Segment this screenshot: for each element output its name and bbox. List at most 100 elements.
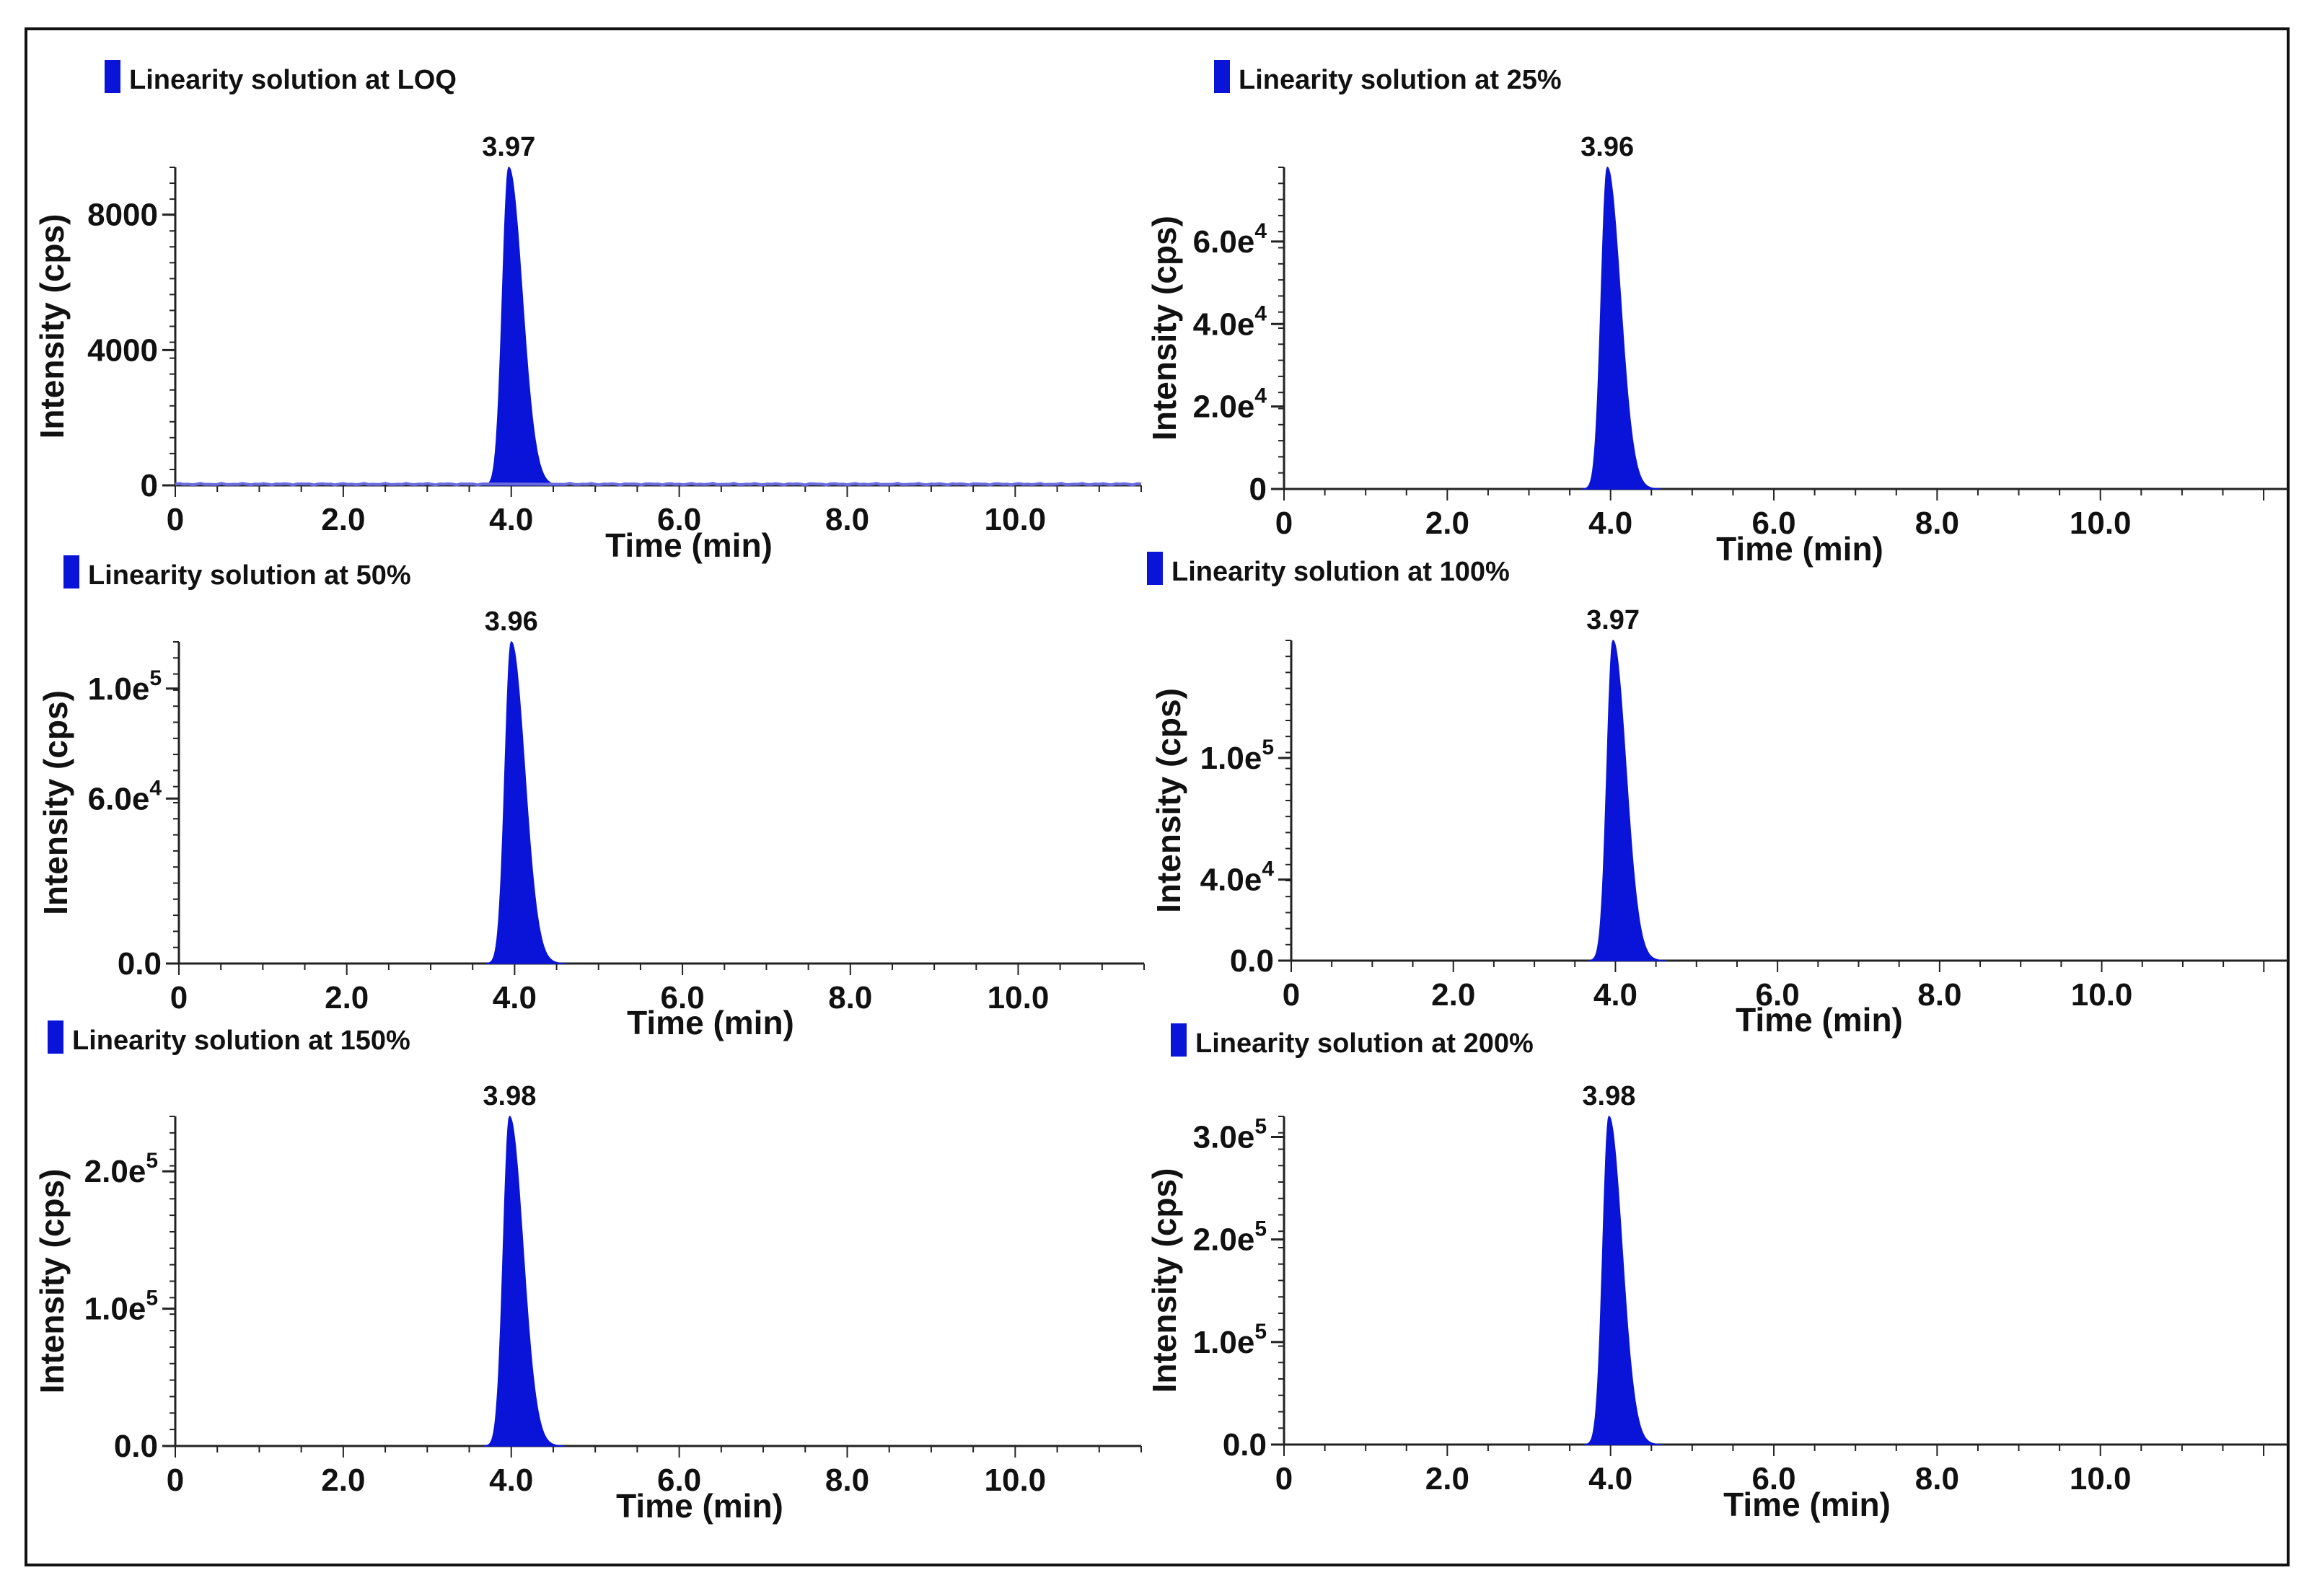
y-tick-label: 0.0	[118, 946, 162, 982]
panel-title: Linearity solution at 25%	[1239, 65, 1562, 95]
legend-swatch	[63, 555, 79, 588]
chromatogram-panel-5: Linearity solution at 150% 0 2.0 4.0 6.0 8.0 1…	[33, 1020, 1142, 1525]
x-tick-label: 8.0	[1917, 977, 1961, 1013]
x-tick-label: 0	[1275, 1461, 1293, 1496]
y-axis-title: Intensity (cps)	[1146, 216, 1183, 441]
x-tick-label: 6.0	[1751, 506, 1795, 541]
x-axis-title: Time (min)	[627, 1004, 794, 1041]
y-tick-label: 1.0e5	[84, 1287, 158, 1327]
peak-area	[1582, 166, 1661, 490]
y-tick-label: 2.0e4	[1193, 384, 1267, 425]
x-tick-label: 4.0	[489, 1463, 533, 1498]
retention-time-label: 3.98	[483, 1081, 536, 1111]
x-tick-label: 4.0	[1588, 1461, 1632, 1496]
peak-area	[483, 1115, 565, 1447]
y-tick-label: 4.0e4	[1193, 301, 1267, 342]
y-tick-label: 6.0e4	[88, 776, 162, 816]
y-tick-label: 2.0e5	[1193, 1217, 1267, 1258]
y-tick-label: 6.0e4	[1193, 219, 1267, 260]
panel-title: Linearity solution at LOQ	[129, 65, 457, 95]
retention-time-label: 3.96	[485, 607, 538, 637]
x-tick-label: 2.0	[1425, 506, 1469, 541]
x-tick-label: 10.0	[2070, 1461, 2132, 1496]
chromatogram-panel-3: Linearity solution at 50% 0 2.0 4.0 6.0 8.0 10…	[37, 555, 1145, 1041]
panel-title: Linearity solution at 200%	[1195, 1028, 1534, 1059]
x-tick-label: 8.0	[825, 1463, 869, 1498]
peak-area	[1583, 1115, 1663, 1445]
y-tick-label: 0.0	[114, 1429, 158, 1464]
y-tick-label: 1.0e5	[1200, 736, 1274, 776]
x-tick-label: 0	[170, 980, 188, 1015]
x-axis-title: Time (min)	[1723, 1486, 1891, 1523]
x-tick-label: 10.0	[988, 980, 1050, 1015]
peak-area	[485, 640, 567, 964]
chromatogram-panel-2: Linearity solution at 25% 0 2.0 4.0 6.0 8.0 10…	[1146, 60, 2288, 568]
x-tick-label: 4.0	[1593, 977, 1637, 1013]
x-tick-label: 6.0	[661, 980, 705, 1015]
chromatogram-panel-4: Linearity solution at 100% 0 2.0 4.0 6.0 8.0 1…	[1147, 552, 2288, 1039]
x-axis-title: Time (min)	[616, 1487, 783, 1525]
x-tick-label: 0	[167, 1463, 184, 1498]
x-tick-label: 6.0	[657, 502, 701, 537]
baseline-trace	[175, 482, 1142, 487]
y-tick-label: 4.0e4	[1200, 857, 1275, 898]
x-axis-title: Time (min)	[1736, 1001, 1903, 1039]
x-tick-label: 8.0	[825, 502, 869, 537]
x-axis-title: Time (min)	[1716, 530, 1883, 568]
y-tick-label: 1.0e5	[1193, 1320, 1267, 1360]
retention-time-label: 3.97	[1586, 605, 1640, 635]
y-tick-label: 3.0e5	[1193, 1114, 1267, 1155]
y-axis-title: Intensity (cps)	[33, 214, 71, 439]
retention-time-label: 3.98	[1582, 1081, 1635, 1111]
legend-swatch	[48, 1020, 63, 1054]
y-tick-label: 4000	[87, 332, 158, 368]
x-tick-label: 10.0	[985, 1463, 1047, 1498]
x-tick-label: 2.0	[1431, 977, 1475, 1013]
y-axis-title: Intensity (cps)	[33, 1169, 71, 1394]
chromatogram-panel-1: Linearity solution at LOQ 0 2.0 4.0 6.0 8.0 10…	[33, 60, 1142, 564]
y-tick-label: 2.0e5	[84, 1149, 158, 1189]
x-tick-label: 4.0	[493, 980, 537, 1015]
y-tick-label: 0.0	[1230, 943, 1274, 979]
x-tick-label: 6.0	[1751, 1461, 1795, 1496]
retention-time-label: 3.96	[1580, 132, 1634, 162]
panel-title: Linearity solution at 150%	[72, 1026, 410, 1056]
x-tick-label: 6.0	[657, 1463, 701, 1498]
x-tick-label: 0	[1283, 977, 1300, 1013]
legend-swatch	[1214, 60, 1230, 93]
x-tick-label: 10.0	[2070, 506, 2132, 541]
x-tick-label: 8.0	[1915, 506, 1959, 541]
y-tick-label: 8000	[87, 198, 158, 233]
x-tick-label: 6.0	[1756, 977, 1800, 1013]
y-tick-label: 0	[1249, 472, 1267, 507]
figure-frame	[25, 27, 2290, 1566]
x-tick-label: 0	[167, 502, 184, 537]
chromatogram-panel-6: Linearity solution at 200% 0 2.0 4.0 6.0 8.0 1…	[1146, 1023, 2288, 1523]
x-tick-label: 8.0	[828, 980, 872, 1015]
x-axis-title: Time (min)	[605, 526, 773, 564]
legend-swatch	[1147, 552, 1163, 585]
retention-time-label: 3.97	[482, 132, 535, 162]
y-axis-title: Intensity (cps)	[37, 690, 74, 915]
panel-title: Linearity solution at 50%	[88, 560, 411, 591]
y-tick-label: 1.0e5	[88, 666, 162, 707]
y-axis-title: Intensity (cps)	[1150, 688, 1187, 913]
peak-area	[1588, 639, 1666, 961]
x-tick-label: 2.0	[325, 980, 369, 1015]
peak-area	[483, 166, 564, 486]
y-tick-label: 0	[141, 468, 158, 503]
legend-swatch	[105, 60, 120, 93]
legend-swatch	[1171, 1023, 1187, 1057]
y-axis-title: Intensity (cps)	[1146, 1168, 1183, 1393]
x-tick-label: 8.0	[1915, 1461, 1959, 1496]
x-tick-label: 0	[1275, 506, 1293, 541]
y-tick-label: 0.0	[1223, 1427, 1267, 1463]
x-tick-label: 10.0	[2071, 977, 2133, 1013]
x-tick-label: 4.0	[489, 502, 533, 537]
x-tick-label: 2.0	[321, 1463, 365, 1498]
x-tick-label: 10.0	[985, 502, 1047, 537]
panel-title: Linearity solution at 100%	[1171, 557, 1510, 587]
x-tick-label: 2.0	[321, 502, 365, 537]
x-tick-label: 4.0	[1588, 506, 1632, 541]
